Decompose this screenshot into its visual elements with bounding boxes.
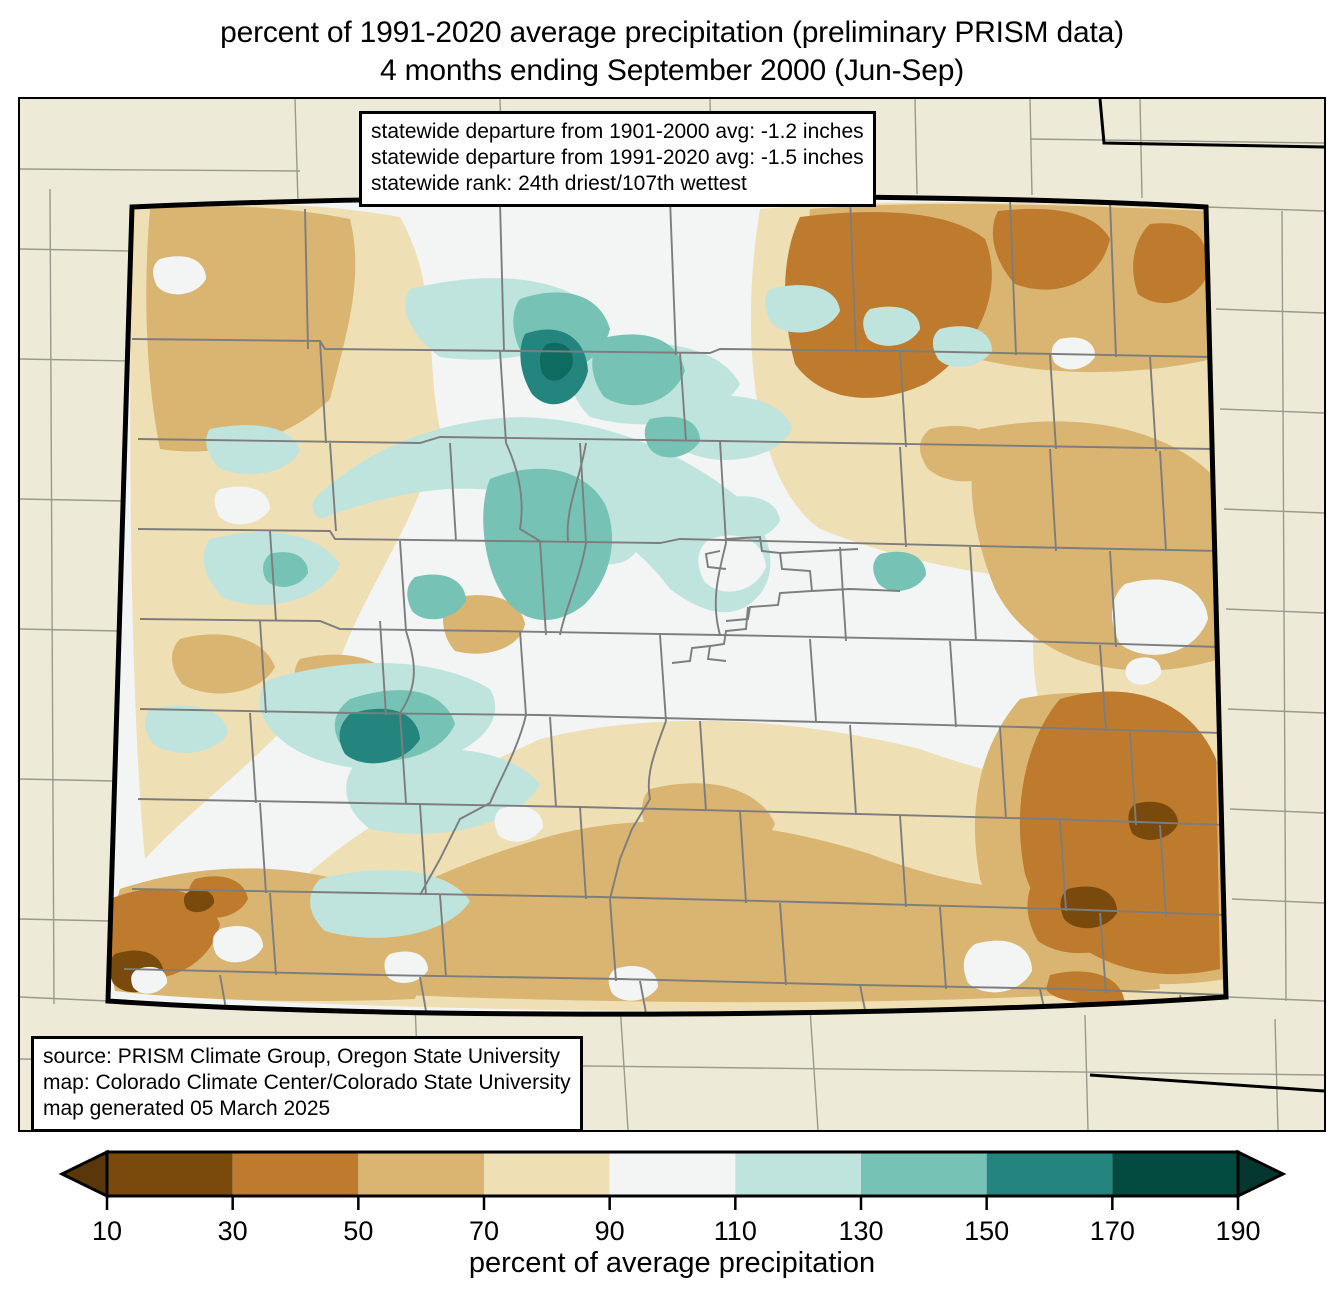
colorbar-tick-label: 70 — [469, 1216, 499, 1246]
colorbar-legend: 10 30 50 70 90 110 130 150 170 190 percent of ave… — [0, 1140, 1344, 1300]
colorbar-over-arrow — [1236, 1149, 1287, 1199]
title-line-1: percent of 1991-2020 average precipitati… — [220, 16, 1124, 49]
colorbar-band — [107, 1152, 233, 1196]
colorbar-tick-label: 110 — [714, 1216, 757, 1246]
source-box: source: PRISM Climate Group, Oregon Stat… — [31, 1036, 583, 1130]
colorbar-outline — [105, 1150, 1240, 1198]
colorbar-tick-label: 50 — [343, 1216, 373, 1246]
source-prism: source: PRISM Climate Group, Oregon Stat… — [43, 1045, 561, 1068]
colorbar-tick-label: 130 — [838, 1216, 883, 1246]
colorbar-tick-label: 10 — [92, 1216, 122, 1246]
colorbar-tick-label: 30 — [218, 1216, 248, 1246]
colorbar-axis-label: percent of average precipitation — [469, 1247, 875, 1279]
stat-departure-1991-2020: statewide departure from 1991-2020 avg: … — [371, 146, 864, 169]
colorado-precipitation-map — [20, 99, 1324, 1130]
colorbar-tick-label: 90 — [595, 1216, 625, 1246]
stat-statewide-rank: statewide rank: 24th driest/107th wettes… — [371, 172, 747, 195]
colorbar-tick-label: 150 — [964, 1216, 1009, 1246]
source-map-author: map: Colorado Climate Center/Colorado St… — [43, 1071, 571, 1094]
colorbar-band — [232, 1152, 359, 1196]
title-line-2: 4 months ending September 2000 (Jun-Sep) — [379, 54, 965, 87]
colorbar-band — [484, 1152, 610, 1196]
source-generated-date: map generated 05 March 2025 — [43, 1097, 331, 1120]
colorbar-bands — [58, 1149, 1287, 1199]
colorbar-ticks — [105, 1196, 1240, 1210]
colorbar-band — [986, 1152, 1113, 1196]
colorbar-svg: 10 30 50 70 90 110 130 150 170 190 percent of ave… — [58, 1149, 1287, 1279]
statistics-box: statewide departure from 1901-2000 avg: … — [359, 111, 876, 207]
colorbar-band — [1112, 1152, 1238, 1196]
colorbar-band — [735, 1152, 861, 1196]
page-title: percent of 1991-2020 average precipitati… — [0, 14, 1344, 90]
colorbar-band — [358, 1152, 484, 1196]
colorbar-tick-labels: 10 30 50 70 90 110 130 150 170 190 — [92, 1216, 1261, 1246]
neighbor-state-lines — [1089, 99, 1324, 1093]
colorbar-under-arrow — [58, 1149, 109, 1199]
stat-departure-1901-2000: statewide departure from 1901-2000 avg: … — [371, 120, 864, 143]
colorbar-tick-label: 170 — [1090, 1216, 1135, 1246]
colorbar-tick-label: 190 — [1215, 1216, 1260, 1246]
map-frame: statewide departure from 1901-2000 avg: … — [18, 97, 1326, 1132]
colorbar-band — [609, 1152, 736, 1196]
colorbar-band — [861, 1152, 987, 1196]
